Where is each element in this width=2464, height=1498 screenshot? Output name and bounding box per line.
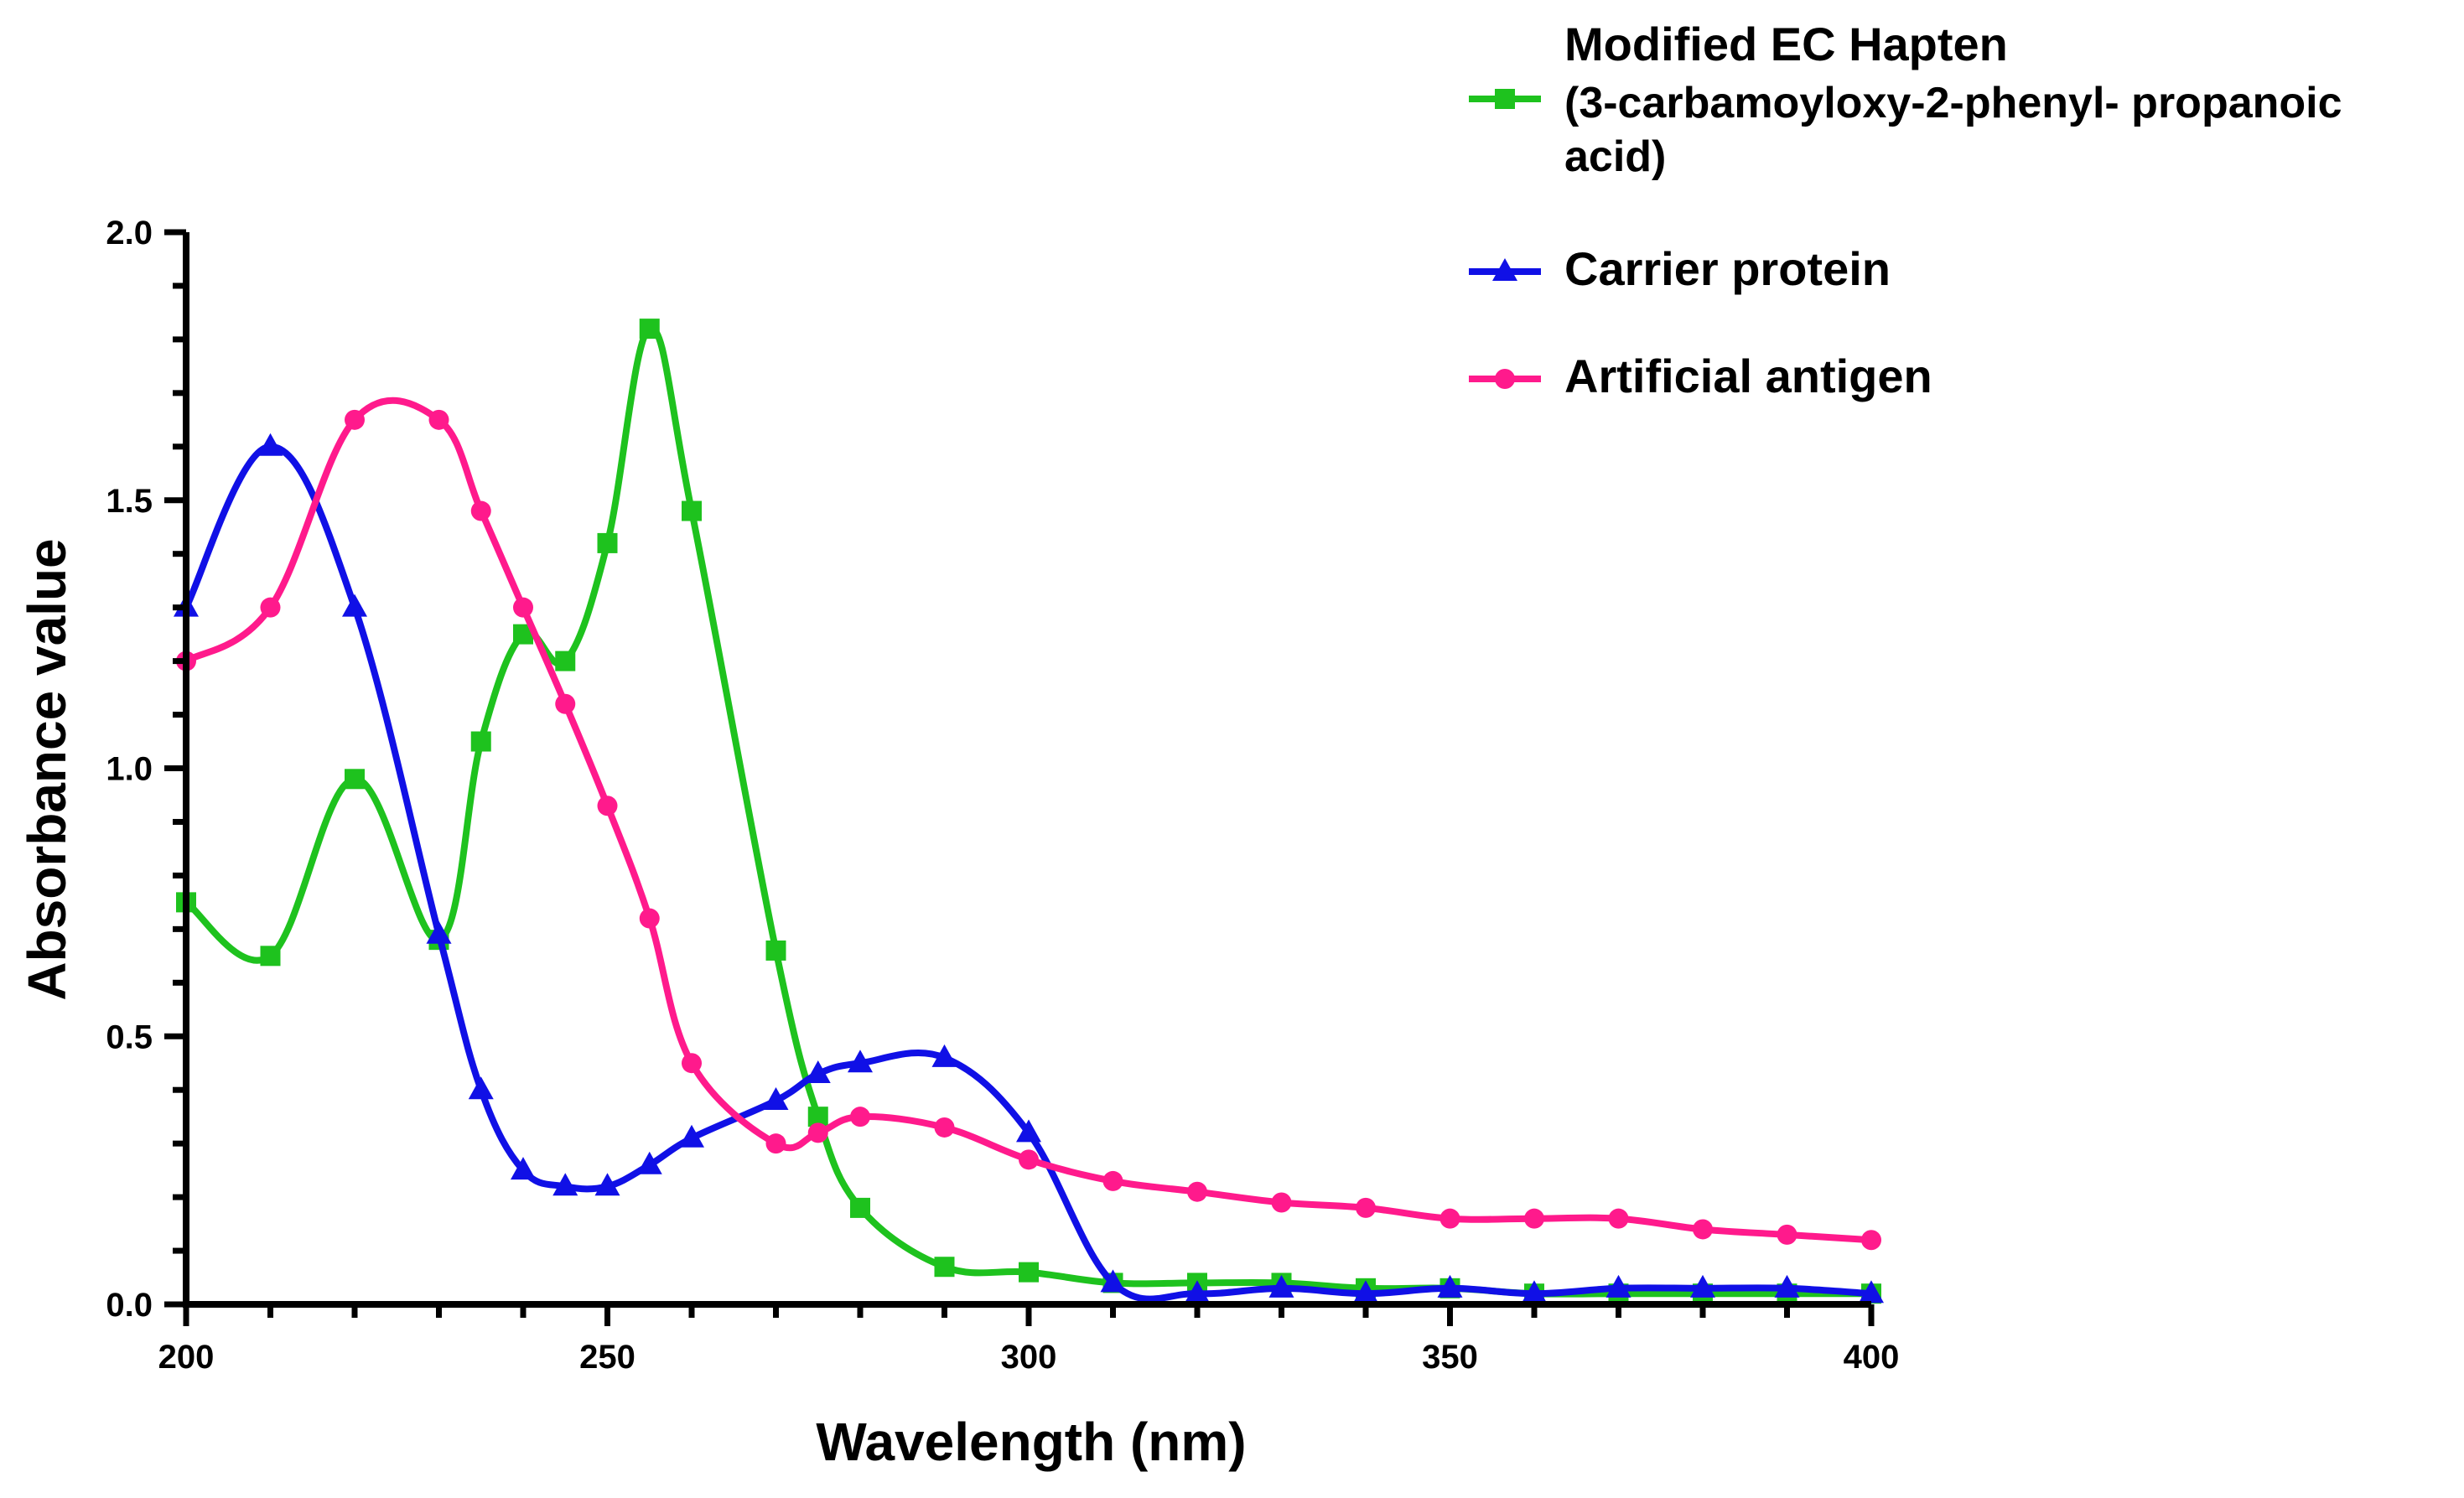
data-point-artificial-antigen: [682, 1053, 702, 1074]
legend-label: Modified EC Hapten: [1564, 18, 2008, 70]
data-point-artificial-antigen: [428, 409, 449, 430]
axes: 200 250 300 350 400 0.0 0.5 1.0 1.5 2.0: [106, 215, 1899, 1376]
x-tick-label: 350: [1422, 1339, 1478, 1376]
data-point-artificial-antigen: [1271, 1192, 1292, 1213]
data-point-modified-ec-hapten: [555, 651, 576, 671]
data-point-carrier-protein: [1605, 1274, 1631, 1298]
data-point-artificial-antigen: [765, 1133, 786, 1154]
data-point-modified-ec-hapten: [765, 940, 786, 961]
legend: Modified EC Hapten (3-carbamoyloxy-2-phen…: [1469, 18, 2342, 402]
data-point-artificial-antigen: [1439, 1208, 1460, 1229]
data-point-carrier-protein: [257, 433, 283, 456]
legend-marker: [1495, 89, 1515, 109]
data-point-artificial-antigen: [470, 500, 491, 521]
data-point-artificial-antigen: [1777, 1224, 1797, 1245]
y-tick-label: 0.0: [106, 1287, 153, 1324]
data-point-carrier-protein: [1353, 1280, 1378, 1304]
series-carrier-protein: [174, 433, 1884, 1304]
data-point-carrier-protein: [636, 1151, 662, 1174]
data-point-artificial-antigen: [597, 796, 618, 816]
data-point-carrier-protein: [468, 1076, 494, 1100]
data-point-carrier-protein: [1690, 1274, 1715, 1298]
data-point-modified-ec-hapten: [470, 731, 491, 752]
legend-marker: [1495, 369, 1515, 389]
data-point-artificial-antigen: [1356, 1197, 1376, 1218]
legend-item-artificial-antigen: Artificial antigen: [1469, 350, 1932, 402]
x-tick-label: 200: [158, 1339, 215, 1376]
data-point-artificial-antigen: [345, 409, 365, 430]
data-point-carrier-protein: [805, 1060, 831, 1084]
x-tick-label: 300: [1001, 1339, 1057, 1376]
data-point-artificial-antigen: [1102, 1170, 1123, 1191]
data-point-artificial-antigen: [1608, 1208, 1629, 1229]
y-tick-label: 1.0: [106, 751, 153, 788]
series-line-artificial-antigen: [183, 397, 1875, 1244]
data-point-modified-ec-hapten: [597, 532, 618, 553]
y-tick-label: 1.5: [106, 483, 153, 520]
legend-item-modified-ec-hapten: Modified EC Hapten (3-carbamoyloxy-2-phen…: [1469, 18, 2342, 181]
data-point-artificial-antigen: [260, 597, 281, 618]
plot-area: [174, 319, 1884, 1304]
legend-label-continued: (3-carbamoyloxy-2-phenyl- propanoic: [1564, 79, 2342, 127]
data-point-carrier-protein: [931, 1044, 957, 1067]
legend-label-continued: acid): [1564, 132, 1666, 181]
data-point-carrier-protein: [848, 1050, 873, 1073]
data-point-carrier-protein: [1859, 1280, 1884, 1304]
data-point-artificial-antigen: [850, 1107, 870, 1127]
y-axis-title: Absorbance value: [17, 538, 77, 1000]
y-tick-label: 2.0: [106, 215, 153, 251]
data-point-carrier-protein: [342, 593, 367, 617]
data-point-modified-ec-hapten: [850, 1197, 870, 1218]
data-point-modified-ec-hapten: [639, 319, 660, 340]
series-line-modified-ec-hapten: [183, 324, 1875, 1298]
data-point-artificial-antigen: [1693, 1219, 1713, 1240]
legend-marker: [1492, 258, 1517, 281]
data-point-artificial-antigen: [934, 1117, 955, 1138]
data-point-modified-ec-hapten: [260, 946, 281, 967]
data-point-carrier-protein: [1100, 1269, 1126, 1293]
data-point-modified-ec-hapten: [934, 1257, 955, 1278]
data-point-carrier-protein: [679, 1124, 704, 1148]
data-point-artificial-antigen: [1861, 1230, 1881, 1251]
data-point-carrier-protein: [511, 1157, 536, 1180]
data-point-carrier-protein: [552, 1173, 578, 1196]
x-tick-label: 400: [1844, 1339, 1900, 1376]
data-point-carrier-protein: [426, 920, 452, 944]
data-point-modified-ec-hapten: [1019, 1262, 1039, 1283]
data-point-artificial-antigen: [1019, 1149, 1039, 1170]
y-tick-label: 0.5: [106, 1019, 153, 1055]
data-point-carrier-protein: [1774, 1274, 1800, 1298]
legend-label: Carrier protein: [1564, 242, 1891, 295]
data-point-artificial-antigen: [1187, 1181, 1207, 1202]
data-point-artificial-antigen: [639, 908, 660, 929]
data-point-artificial-antigen: [513, 597, 533, 618]
data-point-carrier-protein: [1016, 1119, 1041, 1143]
data-point-carrier-protein: [1522, 1280, 1547, 1304]
data-point-artificial-antigen: [807, 1122, 828, 1143]
data-point-carrier-protein: [1268, 1274, 1294, 1298]
data-point-carrier-protein: [1437, 1274, 1463, 1298]
series-line-carrier-protein: [183, 443, 1875, 1303]
series-artificial-antigen: [176, 397, 1881, 1251]
data-point-carrier-protein: [594, 1173, 620, 1196]
data-point-carrier-protein: [1185, 1280, 1210, 1304]
data-point-artificial-antigen: [1524, 1208, 1544, 1229]
x-tick-label: 250: [579, 1339, 635, 1376]
x-axis-title: Wavelength (nm): [816, 1412, 1246, 1472]
data-point-carrier-protein: [763, 1086, 789, 1110]
legend-label: Artificial antigen: [1564, 350, 1932, 402]
data-point-modified-ec-hapten: [345, 769, 365, 790]
data-point-modified-ec-hapten: [682, 500, 702, 521]
data-point-artificial-antigen: [555, 693, 576, 714]
legend-item-carrier-protein: Carrier protein: [1469, 242, 1891, 295]
